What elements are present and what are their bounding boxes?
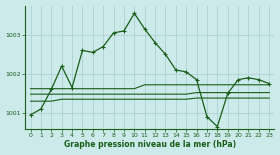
X-axis label: Graphe pression niveau de la mer (hPa): Graphe pression niveau de la mer (hPa) xyxy=(64,140,236,149)
